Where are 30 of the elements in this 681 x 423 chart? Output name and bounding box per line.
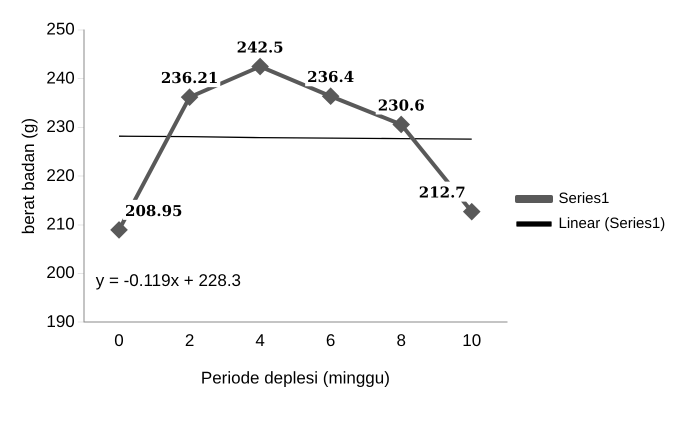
point — [322, 88, 339, 104]
data-label: 230.6 — [378, 96, 425, 114]
y-tick-label: 240 — [46, 68, 75, 88]
x-tick-label: 2 — [184, 331, 194, 350]
legend-label: Series1 — [558, 190, 610, 208]
x-tick-label: 8 — [396, 331, 406, 350]
x-axis-title: Periode deplesi (minggu) — [200, 368, 390, 388]
y-tick-label: 210 — [46, 214, 75, 234]
point — [182, 89, 198, 106]
y-tick-label: 250 — [46, 20, 75, 39]
data-label: 208.95 — [125, 202, 182, 220]
data-label: 242.5 — [236, 38, 284, 57]
point — [111, 222, 128, 238]
x-tick-label: 6 — [326, 331, 336, 350]
point — [393, 116, 410, 132]
point — [464, 204, 480, 220]
y-tick-label: 220 — [46, 166, 75, 185]
legend-label: Linear (Series1) — [558, 215, 666, 232]
data-label: 236.21 — [160, 69, 218, 88]
x-tick-label: 0 — [114, 331, 124, 350]
annotation: y = -0.119x + 228.3 — [96, 271, 241, 290]
x-tick-label: 4 — [255, 331, 265, 350]
y-tick-label: 200 — [46, 263, 75, 282]
data-label: 212.7 — [418, 184, 466, 202]
data-label: 236.4 — [307, 68, 354, 86]
y-axis-title: berat badan (g) — [18, 118, 38, 234]
y-tick-label: 230 — [46, 117, 75, 136]
point — [252, 58, 268, 75]
x-tick-label: 10 — [462, 331, 482, 350]
y-tick-label: 190 — [46, 312, 75, 331]
